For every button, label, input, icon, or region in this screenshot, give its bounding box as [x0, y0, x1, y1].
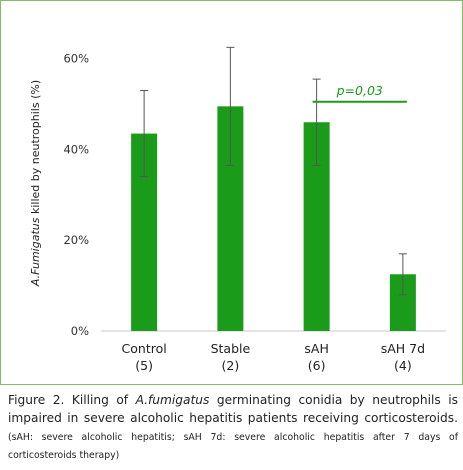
caption-lead: Figure 2. Killing of: [8, 393, 136, 407]
bar-chart: 0% 20% 40% 60% A.Fumigatus killed by neutrop…: [29, 46, 446, 373]
y-axis-title: A.Fumigatus killed by neutrophils (%): [29, 80, 42, 287]
x-tick-label: sAH 7d (4): [381, 341, 425, 373]
x-tick-label-line: sAH 7d: [381, 341, 425, 356]
significance-label: p=0,03: [336, 83, 383, 98]
x-tick-label: sAH (6): [304, 341, 328, 373]
x-tick-label: Stable (2): [211, 341, 251, 373]
x-tick-label-line: (2): [222, 358, 240, 373]
y-axis-title-rest: killed by neutrophils (%): [29, 80, 42, 218]
x-tick-label-line: sAH: [304, 341, 328, 356]
y-axis-title-organism: A.Fumigatus: [29, 217, 42, 287]
y-tick-label: 40%: [63, 142, 89, 156]
y-tick-label: 60%: [63, 52, 89, 66]
x-tick-label-line: Stable: [211, 341, 251, 356]
x-tick-label-line: Control: [122, 341, 167, 356]
figure-panel: 0% 20% 40% 60% A.Fumigatus killed by neutrop…: [0, 0, 463, 385]
y-tick-label: 20%: [63, 233, 89, 247]
x-tick-label-line: (6): [308, 358, 326, 373]
x-tick-label: Control (5): [122, 341, 167, 373]
x-tick-label-line: (4): [394, 358, 412, 373]
caption-organism: A.fumigatus: [135, 393, 210, 407]
x-tick-label-line: (5): [135, 358, 153, 373]
y-tick-label: 0%: [71, 324, 89, 338]
caption-note: (sAH: severe alcoholic hepatitis; sAH 7d…: [8, 432, 458, 461]
figure-caption: Figure 2. Killing of A.fumigatus germina…: [8, 391, 458, 463]
caption-rest: germinating conidia by neutrophils is im…: [8, 393, 458, 425]
